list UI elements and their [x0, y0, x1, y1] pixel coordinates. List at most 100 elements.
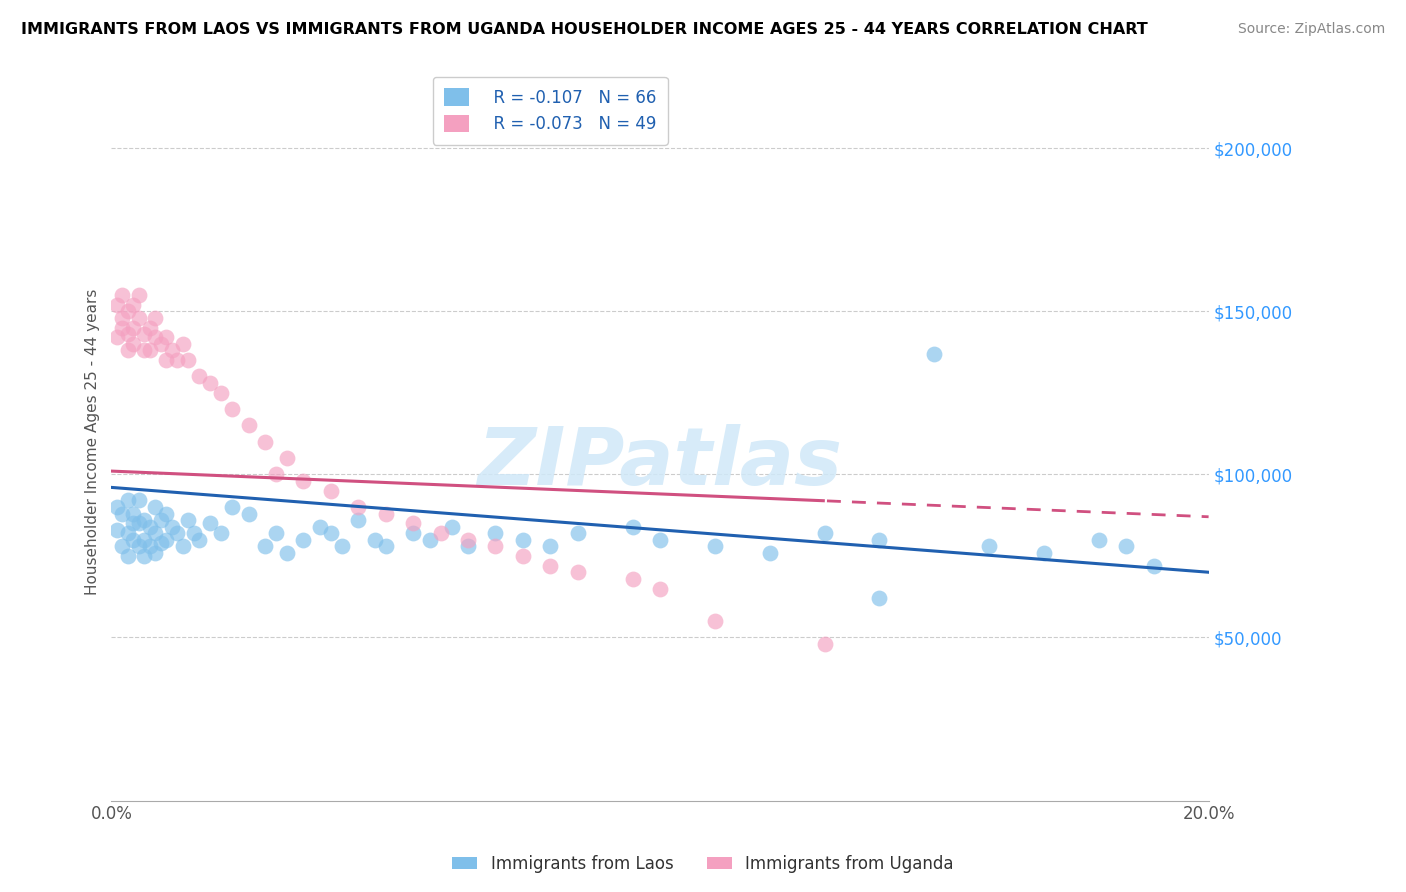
Point — [143, 546, 166, 560]
Point — [134, 343, 156, 358]
Point — [402, 516, 425, 531]
Point — [276, 451, 298, 466]
Point — [117, 493, 139, 508]
Point — [128, 516, 150, 531]
Point — [512, 533, 534, 547]
Point — [111, 539, 134, 553]
Point — [172, 336, 194, 351]
Point — [648, 533, 671, 547]
Point — [134, 513, 156, 527]
Point — [134, 533, 156, 547]
Point — [319, 526, 342, 541]
Point — [143, 526, 166, 541]
Point — [648, 582, 671, 596]
Point — [134, 549, 156, 563]
Point — [149, 513, 172, 527]
Point — [155, 507, 177, 521]
Point — [538, 539, 561, 553]
Point — [149, 536, 172, 550]
Point — [122, 507, 145, 521]
Point — [364, 533, 387, 547]
Point — [105, 523, 128, 537]
Point — [143, 310, 166, 325]
Point — [183, 526, 205, 541]
Point — [238, 418, 260, 433]
Point — [979, 539, 1001, 553]
Point — [128, 493, 150, 508]
Point — [264, 526, 287, 541]
Point — [177, 513, 200, 527]
Point — [621, 519, 644, 533]
Point — [567, 526, 589, 541]
Point — [1115, 539, 1137, 553]
Point — [264, 467, 287, 482]
Point — [117, 549, 139, 563]
Point — [139, 320, 162, 334]
Point — [402, 526, 425, 541]
Point — [457, 539, 479, 553]
Point — [512, 549, 534, 563]
Legend: Immigrants from Laos, Immigrants from Uganda: Immigrants from Laos, Immigrants from Ug… — [446, 848, 960, 880]
Point — [209, 385, 232, 400]
Point — [177, 353, 200, 368]
Point — [117, 343, 139, 358]
Point — [253, 539, 276, 553]
Point — [567, 566, 589, 580]
Point — [1088, 533, 1111, 547]
Point — [155, 330, 177, 344]
Point — [155, 533, 177, 547]
Point — [105, 500, 128, 514]
Point — [1033, 546, 1056, 560]
Point — [122, 320, 145, 334]
Point — [172, 539, 194, 553]
Point — [105, 298, 128, 312]
Point — [484, 526, 506, 541]
Point — [758, 546, 780, 560]
Point — [429, 526, 451, 541]
Point — [134, 327, 156, 342]
Point — [117, 526, 139, 541]
Point — [111, 288, 134, 302]
Point — [139, 519, 162, 533]
Point — [128, 310, 150, 325]
Point — [221, 402, 243, 417]
Text: ZIPatlas: ZIPatlas — [478, 425, 842, 502]
Point — [188, 369, 211, 384]
Point — [209, 526, 232, 541]
Point — [198, 376, 221, 390]
Point — [703, 614, 725, 628]
Point — [166, 353, 188, 368]
Point — [621, 572, 644, 586]
Point — [868, 591, 890, 606]
Point — [309, 519, 332, 533]
Point — [139, 343, 162, 358]
Point — [122, 516, 145, 531]
Point — [122, 298, 145, 312]
Point — [139, 539, 162, 553]
Point — [111, 320, 134, 334]
Point — [122, 533, 145, 547]
Point — [105, 330, 128, 344]
Point — [166, 526, 188, 541]
Point — [813, 526, 835, 541]
Point — [111, 310, 134, 325]
Legend:   R = -0.107   N = 66,   R = -0.073   N = 49: R = -0.107 N = 66, R = -0.073 N = 49 — [433, 77, 668, 145]
Point — [198, 516, 221, 531]
Point — [122, 336, 145, 351]
Point — [276, 546, 298, 560]
Point — [1143, 558, 1166, 573]
Point — [143, 330, 166, 344]
Point — [188, 533, 211, 547]
Point — [419, 533, 441, 547]
Point — [330, 539, 353, 553]
Point — [117, 327, 139, 342]
Point — [868, 533, 890, 547]
Point — [374, 539, 396, 553]
Point — [484, 539, 506, 553]
Point — [813, 637, 835, 651]
Y-axis label: Householder Income Ages 25 - 44 years: Householder Income Ages 25 - 44 years — [86, 288, 100, 595]
Point — [143, 500, 166, 514]
Point — [149, 336, 172, 351]
Point — [292, 533, 315, 547]
Point — [374, 507, 396, 521]
